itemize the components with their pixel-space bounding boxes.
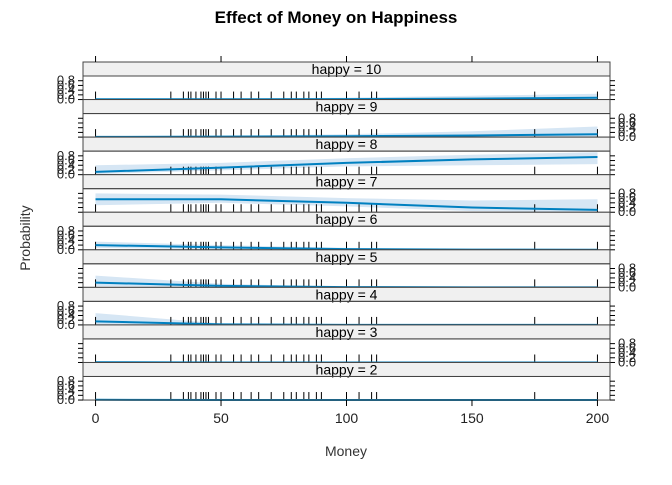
panel-strip-label: happy = 8 (316, 136, 378, 152)
panel-strip-label: happy = 5 (316, 249, 378, 265)
panel-strip-label: happy = 3 (316, 324, 378, 340)
x-tick-label: 150 (460, 410, 484, 426)
x-tick-label: 100 (335, 410, 359, 426)
panel-strip-label: happy = 2 (316, 361, 378, 377)
y-tick-label: 0.8 (618, 261, 636, 276)
x-tick-label: 50 (213, 410, 229, 426)
panel-strip-label: happy = 10 (312, 61, 382, 77)
y-tick-label: 0.8 (57, 148, 75, 163)
y-tick-label: 0.8 (618, 336, 636, 351)
panel-strip-label: happy = 4 (316, 286, 378, 302)
y-tick-label: 0.8 (57, 73, 75, 88)
x-tick-label: 200 (586, 410, 610, 426)
y-tick-label: 0.8 (618, 185, 636, 200)
y-tick-label: 0.8 (57, 223, 75, 238)
x-tick-label: 0 (92, 410, 100, 426)
panel-strip-label: happy = 7 (316, 174, 378, 190)
panel-9: happy = 20.00.20.40.60.8 (57, 361, 615, 407)
y-tick-label: 0.8 (57, 298, 75, 313)
x-axis-title: Money (325, 443, 367, 459)
panel-strip-label: happy = 6 (316, 211, 378, 227)
y-axis-title: Probability (17, 205, 33, 270)
y-tick-label: 0.8 (618, 110, 636, 125)
y-tick-label: 0.8 (57, 373, 75, 388)
chart-title: Effect of Money on Happiness (215, 8, 458, 27)
panel-strip-label: happy = 9 (316, 99, 378, 115)
